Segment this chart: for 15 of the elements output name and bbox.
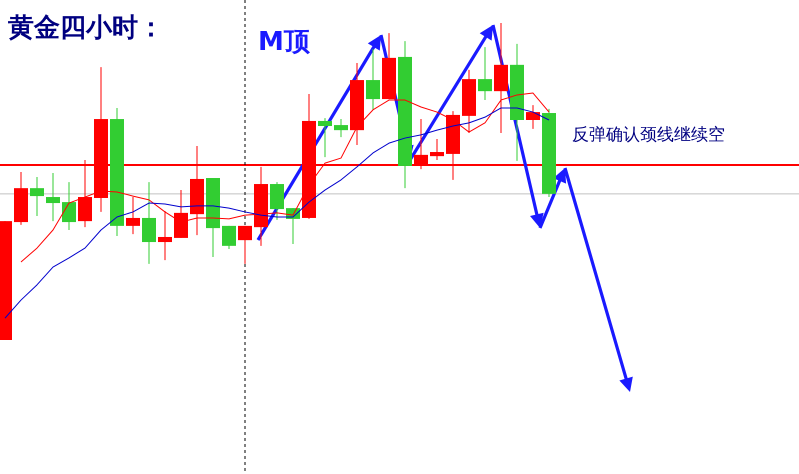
chart-title: 黄金四小时： (7, 13, 164, 43)
candlestick (46, 172, 60, 222)
candlestick (430, 138, 444, 160)
annotation: M顶 (258, 27, 310, 57)
candlestick (222, 225, 236, 250)
candlestick (30, 176, 44, 217)
candlestick (126, 196, 140, 235)
candlestick (62, 182, 76, 230)
candlestick (238, 225, 252, 264)
candlestick (478, 46, 492, 101)
annotation: 反弹确认颈线继续空 (572, 125, 725, 145)
candlestick (318, 118, 332, 158)
candlestick (334, 118, 348, 138)
candlestick (526, 104, 540, 130)
candlestick (366, 48, 380, 110)
